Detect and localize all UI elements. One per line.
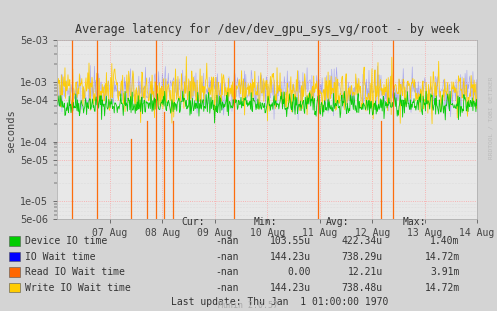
Text: 14.72m: 14.72m — [424, 252, 460, 262]
Text: Munin 2.0.57: Munin 2.0.57 — [219, 301, 278, 310]
Text: -nan: -nan — [215, 283, 239, 293]
Text: 3.91m: 3.91m — [430, 267, 460, 277]
Text: 738.29u: 738.29u — [341, 252, 383, 262]
Text: 0.00: 0.00 — [287, 267, 311, 277]
Text: Max:: Max: — [403, 217, 426, 227]
Text: RRDTOOL / TOBI OETIKER: RRDTOOL / TOBI OETIKER — [489, 77, 494, 160]
Text: Write IO Wait time: Write IO Wait time — [25, 283, 131, 293]
Text: 738.48u: 738.48u — [341, 283, 383, 293]
Text: 144.23u: 144.23u — [269, 283, 311, 293]
Text: -nan: -nan — [215, 252, 239, 262]
Text: Last update: Thu Jan  1 01:00:00 1970: Last update: Thu Jan 1 01:00:00 1970 — [171, 297, 389, 307]
Text: 103.55u: 103.55u — [269, 236, 311, 246]
Text: Read IO Wait time: Read IO Wait time — [25, 267, 125, 277]
Text: Cur:: Cur: — [181, 217, 205, 227]
Text: 1.40m: 1.40m — [430, 236, 460, 246]
Text: Avg:: Avg: — [326, 217, 349, 227]
Text: 144.23u: 144.23u — [269, 252, 311, 262]
Text: -nan: -nan — [215, 267, 239, 277]
Title: Average latency for /dev/dev_gpu_sys_vg/root - by week: Average latency for /dev/dev_gpu_sys_vg/… — [75, 24, 460, 36]
Text: Min:: Min: — [253, 217, 277, 227]
Y-axis label: seconds: seconds — [6, 108, 16, 152]
Text: Device IO time: Device IO time — [25, 236, 107, 246]
Text: IO Wait time: IO Wait time — [25, 252, 95, 262]
Text: 12.21u: 12.21u — [347, 267, 383, 277]
Text: 422.34u: 422.34u — [341, 236, 383, 246]
Text: -nan: -nan — [215, 236, 239, 246]
Text: 14.72m: 14.72m — [424, 283, 460, 293]
